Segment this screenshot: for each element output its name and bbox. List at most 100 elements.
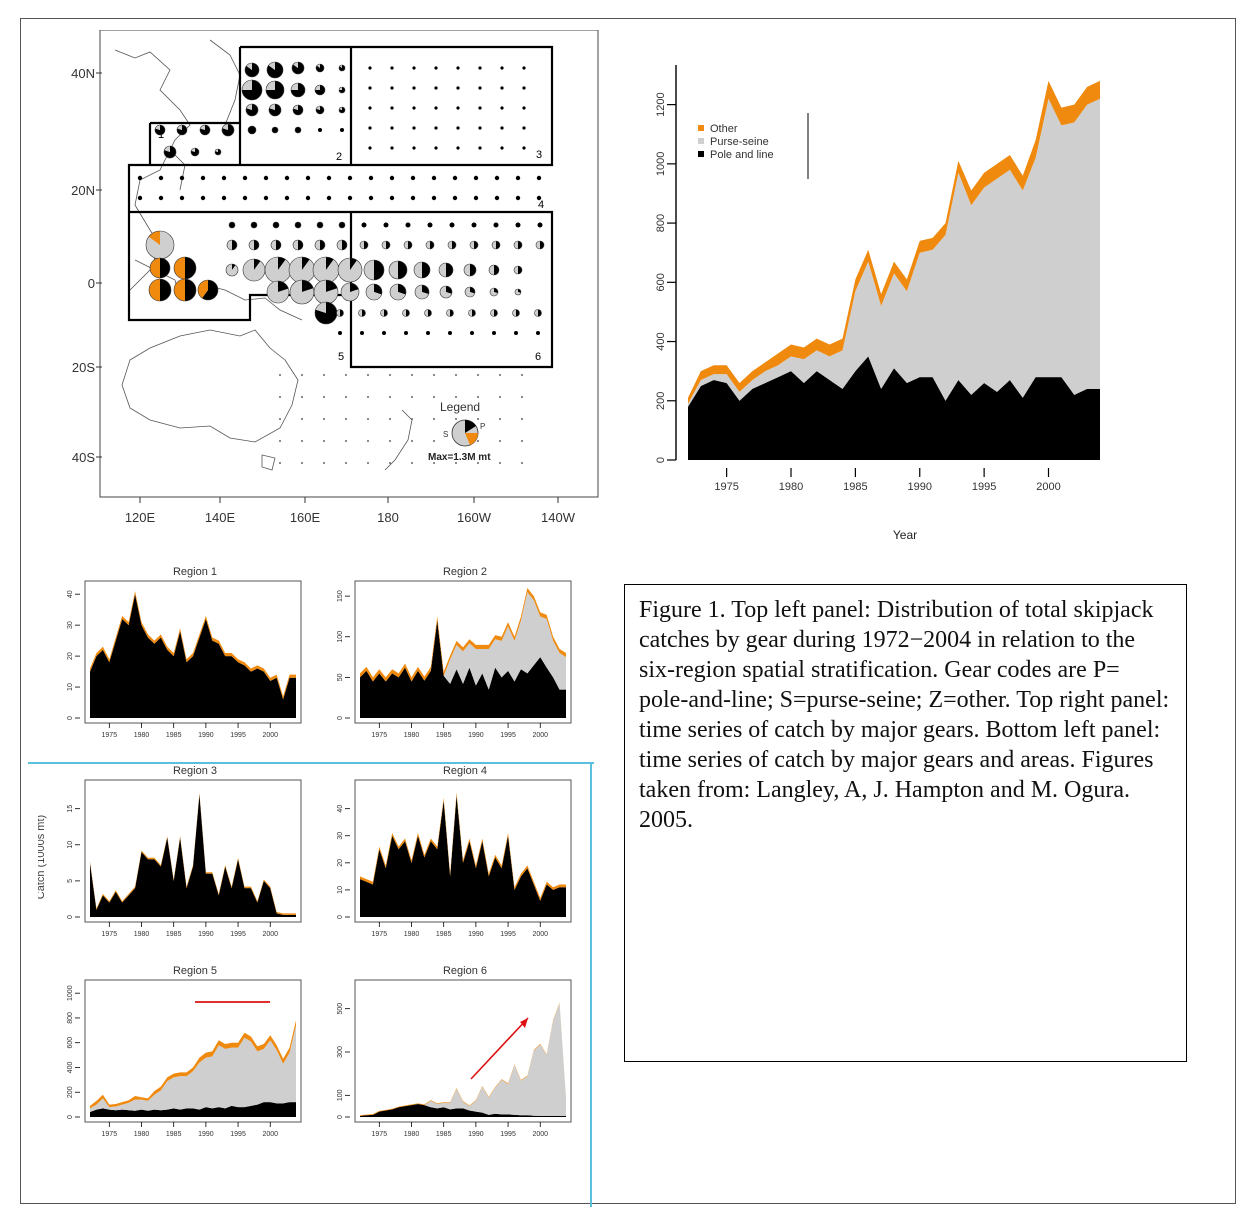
catch-pie xyxy=(536,175,542,181)
catch-pie xyxy=(284,195,290,201)
catch-pie xyxy=(338,106,346,114)
catch-pie xyxy=(413,261,431,279)
x-tick-label: 1975 xyxy=(372,931,388,938)
catch-pie xyxy=(412,146,416,150)
catch-pie xyxy=(368,146,372,150)
catch-pie xyxy=(360,331,364,335)
catch-pie xyxy=(365,283,383,301)
catch-pie xyxy=(313,279,339,305)
catch-pie xyxy=(158,175,164,181)
catch-pie xyxy=(315,63,325,73)
y-tick-label: 5 xyxy=(67,879,74,883)
catch-pie xyxy=(137,175,143,181)
catch-pie xyxy=(264,256,292,284)
catch-pie xyxy=(292,104,304,116)
catch-pie xyxy=(226,239,238,251)
catch-pie xyxy=(158,195,164,201)
catch-pie xyxy=(248,239,260,251)
area-pl xyxy=(688,356,1100,460)
y-tick-label: 50 xyxy=(337,673,344,681)
x-tick-label: 1995 xyxy=(230,931,246,938)
catch-pie xyxy=(390,126,394,130)
y-tick-label: 0 xyxy=(337,716,344,720)
catch-pie xyxy=(272,221,280,229)
x-tick-label: 2000 xyxy=(262,1131,278,1138)
x-tick-label: 1985 xyxy=(436,732,452,739)
area-ps xyxy=(90,1025,296,1113)
catch-pie xyxy=(424,309,432,317)
y-tick-label: 500 xyxy=(337,1003,344,1015)
highlight-frame xyxy=(28,762,592,1207)
catch-pie xyxy=(515,195,521,201)
catch-pie xyxy=(221,175,227,181)
catch-pie xyxy=(456,106,460,110)
catch-pie xyxy=(225,263,239,277)
catch-pie xyxy=(381,240,391,250)
catch-pie xyxy=(268,103,282,117)
catch-pie xyxy=(412,106,416,110)
catch-pie xyxy=(266,280,290,304)
x-tick-label: 1975 xyxy=(102,732,118,739)
catch-pie xyxy=(514,288,522,296)
region-6-chart: Region 6 1975 1980 1985 1990 1995 2000 0 100 300 5… xyxy=(337,965,572,1138)
catch-pie xyxy=(289,279,315,305)
catch-pie xyxy=(431,175,437,181)
catch-pie xyxy=(176,124,188,136)
catch-pie xyxy=(412,126,416,130)
catch-pie xyxy=(294,126,302,134)
catch-pie xyxy=(358,309,366,317)
catch-pie xyxy=(199,124,211,136)
x-tick-label: 1975 xyxy=(372,1131,388,1138)
x-tick-label: 1995 xyxy=(500,732,516,739)
catch-pie xyxy=(535,240,545,250)
total-catch-chart: 1975 1980 1985 1990 1995 2000 0 200 400 600 800 100… xyxy=(655,65,1100,542)
catch-pie xyxy=(173,256,197,280)
catch-pie xyxy=(242,258,266,282)
y-tick-label: 400 xyxy=(67,1062,74,1074)
catch-pie xyxy=(390,66,394,70)
catch-pie xyxy=(245,103,259,117)
x-tick-label: 1980 xyxy=(134,931,150,938)
catch-pie xyxy=(514,331,518,335)
catch-pie xyxy=(412,66,416,70)
catch-pie xyxy=(522,66,526,70)
lat-label: 20S xyxy=(72,360,95,375)
x-tick-label: 1980 xyxy=(134,732,150,739)
catch-pie xyxy=(314,84,326,96)
y-tick-label: 10 xyxy=(67,841,74,849)
x-tick-label: 2000 xyxy=(1036,481,1060,493)
figure-frame xyxy=(20,18,1236,1204)
y-tick-label: 40 xyxy=(337,805,344,813)
catch-pie xyxy=(478,126,482,130)
region-3-chart: Region 3 1975 1980 1985 1990 1995 2000 0 5 10 15 Ca… xyxy=(38,765,302,938)
y-tick-label: 600 xyxy=(67,1037,74,1049)
catch-pie xyxy=(221,195,227,201)
region-number: 3 xyxy=(536,149,542,161)
catch-pie xyxy=(522,146,526,150)
catch-pie xyxy=(380,309,388,317)
catch-pie xyxy=(512,309,520,317)
catch-pie xyxy=(469,240,479,250)
y-tick-label: 1200 xyxy=(655,92,667,116)
x-tick-label: 1975 xyxy=(102,1131,118,1138)
x-axis-label: Year xyxy=(893,528,917,542)
catch-pie xyxy=(242,195,248,201)
catch-pie xyxy=(434,126,438,130)
panel-title: Region 6 xyxy=(443,965,487,977)
catch-pie xyxy=(434,86,438,90)
catch-pie xyxy=(452,175,458,181)
catch-pie xyxy=(473,195,479,201)
catch-pie xyxy=(368,106,372,110)
lon-label: 180 xyxy=(377,510,399,525)
x-tick-label: 1980 xyxy=(134,1131,150,1138)
catch-pie xyxy=(490,309,498,317)
catch-pie xyxy=(314,301,338,325)
y-tick-label: 0 xyxy=(337,1115,344,1119)
catch-pie xyxy=(389,283,407,301)
y-tick-label: 1000 xyxy=(655,152,667,176)
legend-code-s: S xyxy=(443,430,448,439)
x-tick-label: 1980 xyxy=(779,481,803,493)
lon-label: 140E xyxy=(205,510,236,525)
region-1-chart: Region 1 1975 1980 1985 1990 1995 2000 0 10 20 30 4… xyxy=(67,566,302,739)
